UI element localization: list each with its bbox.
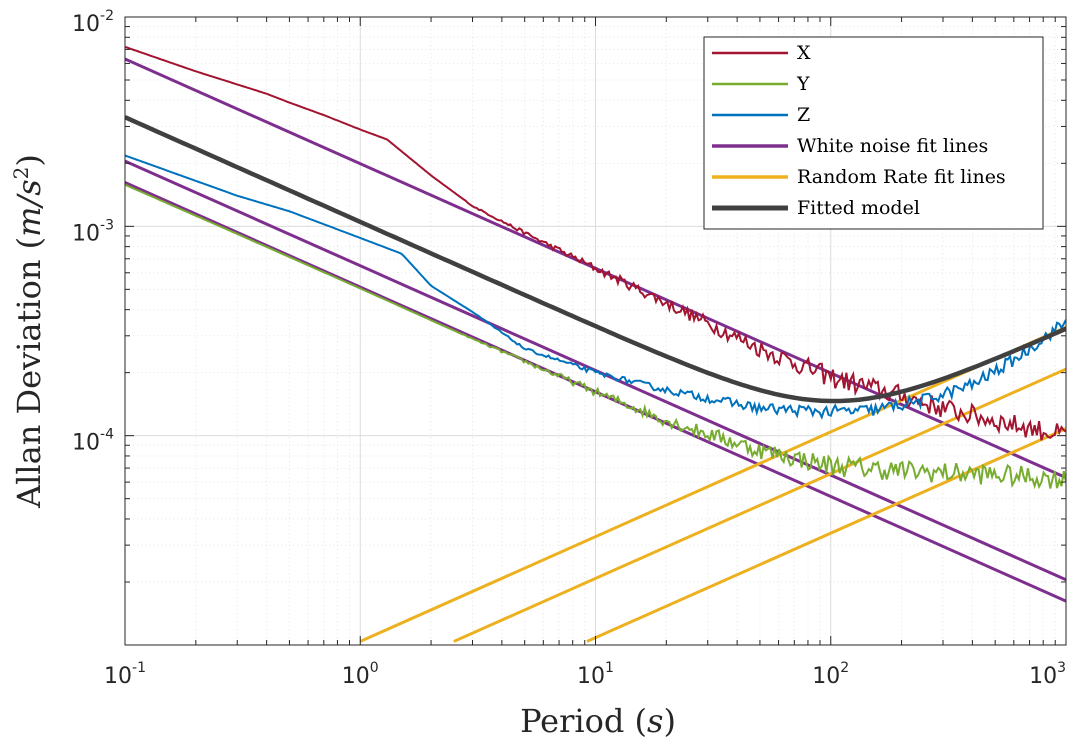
- y-axis-title: Allan Deviation (m/s2): [9, 154, 48, 509]
- white-noise-fit-lines-2: [125, 159, 1066, 582]
- x-axis-title: Period (s): [520, 702, 676, 740]
- legend-label-white-noise: White noise fit lines: [797, 135, 988, 157]
- y-tick-label: 10-2: [72, 8, 114, 37]
- legend-label-x: X: [797, 42, 811, 64]
- tick-labels: 10-1 100 101 102 103 10-4 10-3 10-2: [72, 8, 1066, 689]
- legend-entry-white-noise: White noise fit lines: [712, 135, 988, 157]
- series-x: [125, 45, 1066, 441]
- x-tick-label: 102: [812, 660, 849, 689]
- series-z: [125, 154, 1066, 420]
- axis-ticks: [124, 17, 1066, 646]
- legend-entry-fitted-model: Fitted model: [712, 197, 920, 219]
- x-tick-label: 103: [1029, 660, 1066, 689]
- y-tick-label: 10-4: [72, 427, 114, 456]
- series-layer: [125, 45, 1066, 643]
- legend: X Y Z White noise fit lines Random Rate …: [703, 36, 1044, 230]
- y-tick-label: 10-3: [72, 217, 114, 246]
- x-tick-label: 100: [342, 660, 379, 689]
- legend-box: [703, 36, 1044, 230]
- x-tick-label: 101: [577, 660, 614, 689]
- legend-label-y: Y: [796, 73, 810, 95]
- x-tick-label: 10-1: [104, 660, 146, 689]
- series-fitted-model: [125, 115, 1066, 404]
- legend-label-z: Z: [797, 104, 810, 126]
- legend-label-random-rate: Random Rate fit lines: [797, 166, 1006, 188]
- legend-label-fitted-model: Fitted model: [797, 197, 920, 219]
- series-y: [125, 183, 1066, 490]
- random-rate-fit-lines-3: [586, 427, 1066, 643]
- legend-entry-x: X: [712, 42, 811, 64]
- legend-entry-y: Y: [712, 73, 810, 95]
- legend-entry-random-rate: Random Rate fit lines: [712, 166, 1006, 188]
- legend-entry-z: Z: [712, 104, 810, 126]
- random-rate-fit-lines-1: [359, 325, 1066, 643]
